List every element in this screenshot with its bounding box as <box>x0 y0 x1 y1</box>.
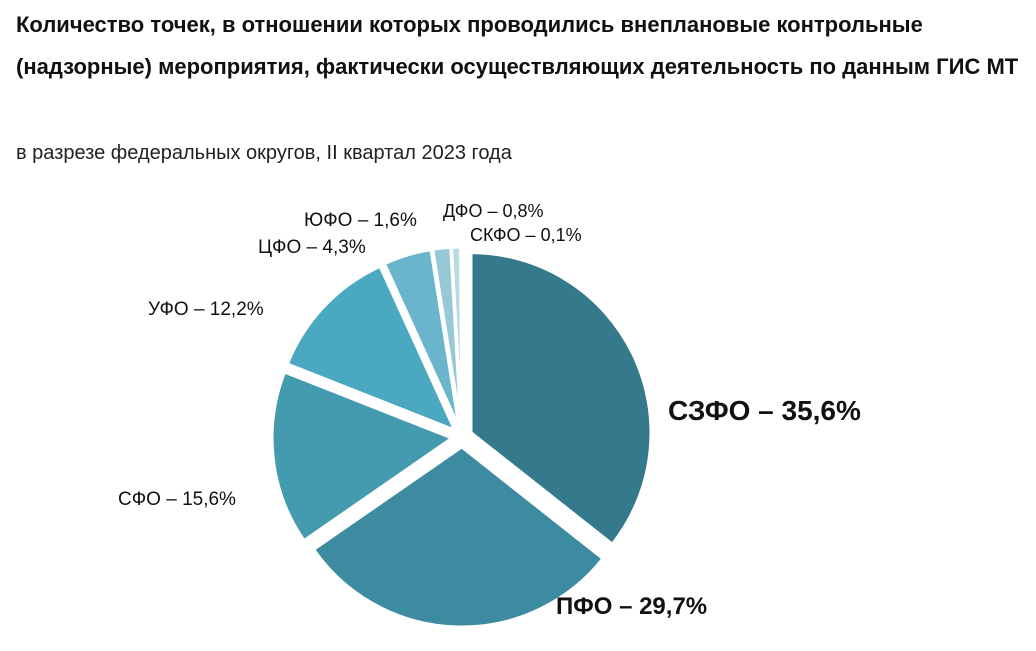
pie-label-юфо: ЮФО – 1,6% <box>304 210 417 231</box>
pie-slice-цфо <box>382 247 461 429</box>
chart-title: Количество точек, в отношении которых пр… <box>16 12 1019 79</box>
pie-label-сзфо: СЗФО – 35,6% <box>668 395 861 426</box>
pie-label-пфо: ПФО – 29,7% <box>556 593 707 620</box>
pie-slice-сфо <box>270 370 456 543</box>
pie-label-сфо: СФО – 15,6% <box>118 489 236 510</box>
pie-slice-уфо <box>285 264 458 433</box>
pie-slice-сзфо <box>469 251 653 547</box>
pie-label-скфо: СКФО – 0,1% <box>470 225 582 245</box>
pie-label-цфо: ЦФО – 4,3% <box>258 237 366 258</box>
pie-label-дфо: ДФО – 0,8% <box>443 201 544 221</box>
pie-slice-пфо <box>311 445 606 629</box>
pie-label-уфо: УФО – 12,2% <box>148 299 264 320</box>
pie-slice-скфо <box>459 245 464 428</box>
chart-subtitle: в разрезе федеральных округов, II кварта… <box>16 142 512 164</box>
